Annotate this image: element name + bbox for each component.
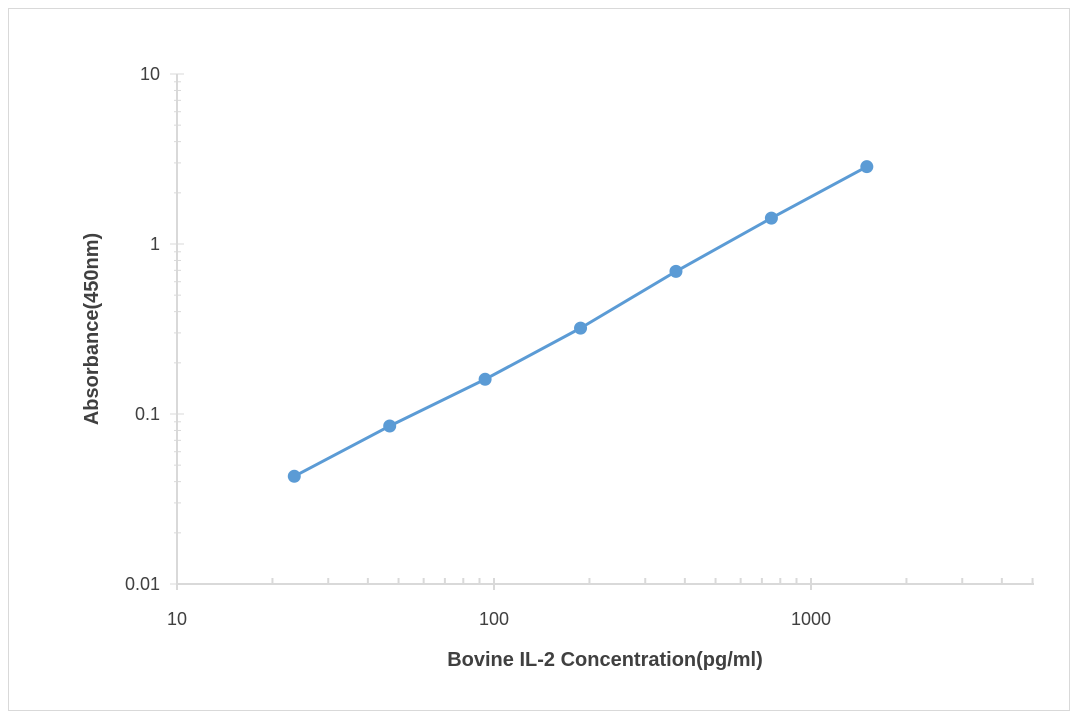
y-tick-label: 1 [150, 234, 160, 254]
data-point [574, 321, 588, 335]
data-point [287, 469, 301, 483]
data-point [764, 211, 778, 225]
y-tick-label: 10 [140, 64, 160, 84]
axes-layer [176, 74, 1034, 585]
minor-ticks-layer [170, 73, 1034, 590]
data-point [669, 264, 683, 278]
y-axis-title: Absorbance(450nm) [81, 233, 103, 425]
x-tick-label: 1000 [791, 609, 831, 629]
y-tick-label: 0.1 [135, 404, 160, 424]
x-tick-label: 100 [479, 609, 509, 629]
chart-frame [8, 8, 1070, 711]
labels-layer: 10 100 1000 0.01 0.1 1 10 [125, 64, 831, 629]
data-point [860, 160, 874, 174]
x-tick-label: 10 [167, 609, 187, 629]
y-tick-label: 0.01 [125, 574, 160, 594]
data-point [383, 419, 397, 433]
series-line [292, 165, 869, 478]
x-axis-title: Bovine IL-2 Concentration(pg/ml) [447, 649, 763, 671]
series-layer [287, 160, 874, 483]
data-point [478, 372, 492, 386]
